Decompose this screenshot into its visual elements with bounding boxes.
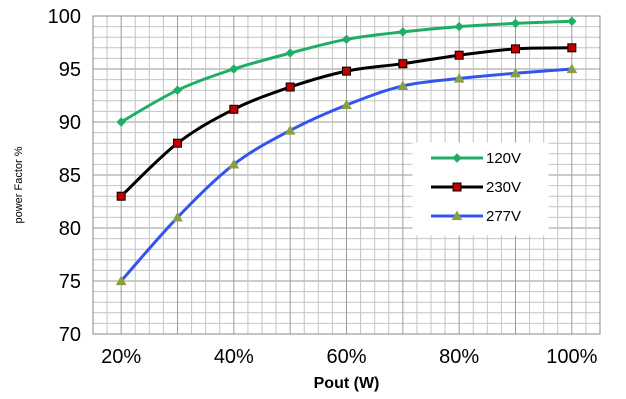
x-tick-label: 80%: [439, 346, 479, 368]
data-point-277v: [453, 73, 465, 83]
series-120v: [116, 16, 577, 127]
data-point-120v: [510, 18, 521, 29]
series-lines: [115, 16, 578, 286]
data-point-120v: [172, 85, 183, 95]
x-axis-title: Pout (W): [314, 375, 380, 392]
x-tick-label: 40%: [214, 346, 254, 368]
data-point-120v: [116, 117, 126, 127]
legend-marker-277v: [451, 210, 463, 221]
y-tick-label: 95: [59, 59, 81, 81]
series-277v: [115, 63, 578, 286]
legend-item-230v: 230V: [431, 179, 521, 196]
y-tick-label: 80: [59, 218, 81, 240]
data-point-120v: [398, 27, 408, 37]
data-point-277v: [284, 124, 296, 135]
x-tick-label: 60%: [326, 346, 366, 368]
y-tick-label: 100: [48, 6, 81, 28]
data-point-230v: [567, 43, 577, 53]
data-point-277v: [566, 63, 578, 74]
y-tick-label: 70: [59, 324, 81, 346]
data-point-120v: [454, 21, 464, 32]
data-point-277v: [341, 99, 352, 110]
data-point-277v: [228, 158, 240, 169]
x-tick-label: 20%: [101, 346, 141, 368]
data-point-230v: [342, 66, 351, 76]
data-point-230v: [398, 59, 408, 69]
data-point-120v: [229, 64, 239, 74]
data-point-120v: [285, 48, 295, 58]
data-point-230v: [116, 191, 126, 201]
data-point-230v: [229, 104, 239, 114]
legend-marker-120v: [452, 153, 462, 163]
series-230v: [116, 43, 577, 201]
legend-item-277v: 277V: [431, 208, 521, 225]
data-point-120v: [567, 16, 577, 27]
tick-labels: 70 75 80 85 90 95 100 20% 40% 60% 80% 100%: [48, 6, 598, 368]
data-point-120v: [341, 34, 352, 45]
data-point-277v: [397, 80, 409, 91]
data-point-277v: [172, 211, 183, 222]
data-point-230v: [173, 138, 182, 148]
data-point-230v: [454, 50, 464, 60]
x-tick-label: 100%: [546, 346, 597, 368]
y-tick-label: 90: [59, 112, 81, 134]
y-tick-label: 75: [59, 271, 81, 293]
legend-item-120v: 120V: [431, 150, 521, 167]
legend-label-230v: 230V: [486, 179, 521, 196]
series-line-277v: [119, 67, 574, 283]
data-point-230v: [511, 44, 520, 54]
legend-label-120v: 120V: [486, 150, 521, 167]
y-tick-label: 85: [59, 165, 81, 187]
legend-label-277v: 277V: [486, 208, 521, 225]
y-axis-title: power Factor %: [13, 146, 25, 223]
data-point-277v: [115, 275, 127, 286]
legend-marker-230v: [452, 182, 462, 192]
data-point-230v: [285, 82, 295, 92]
legend: 120V 230V 277V: [412, 142, 549, 236]
plot-frame: [92, 15, 601, 335]
data-point-277v: [510, 67, 521, 78]
